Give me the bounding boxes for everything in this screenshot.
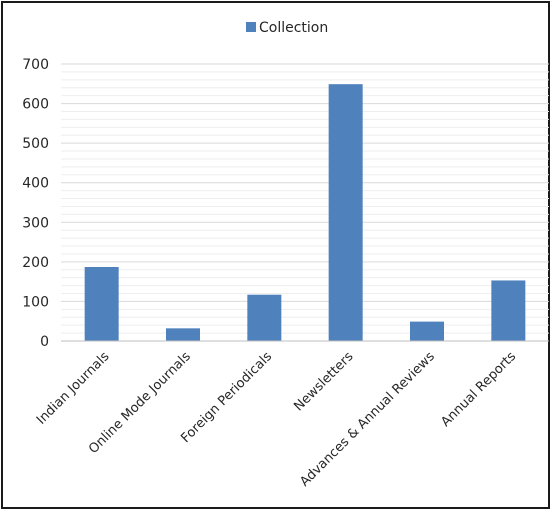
legend-label-collection: Collection [259,20,328,36]
bar [166,328,200,341]
gridlines [61,63,549,334]
legend: Collection [246,20,328,36]
y-tick-label: 200 [22,255,49,271]
bar-chart: 0 100 200 300 400 500 600 700 Indian JournalsOn… [22,20,549,490]
bar [410,321,444,341]
y-tick-label: 400 [22,176,49,192]
y-tick-label: 300 [22,215,49,231]
bar [491,280,526,341]
bar [328,84,363,341]
bar [84,267,119,341]
bars [84,84,526,341]
x-category-label: Annual Reports [438,349,519,430]
legend-swatch-collection [246,22,256,32]
y-axis-ticks: 0 100 200 300 400 500 600 700 [22,57,49,350]
bar [247,294,282,341]
y-tick-label: 600 [22,97,49,113]
y-tick-label: 500 [22,136,49,152]
x-category-label: Newsletters [291,349,356,414]
y-tick-label: 100 [22,294,49,310]
y-tick-label: 0 [40,334,49,350]
x-category-label: Foreign Periodicals [178,349,275,446]
x-category-label: Advances & Annual Reviews [297,349,438,490]
x-category-label: Indian Journals [34,349,113,428]
y-tick-label: 700 [22,57,49,73]
